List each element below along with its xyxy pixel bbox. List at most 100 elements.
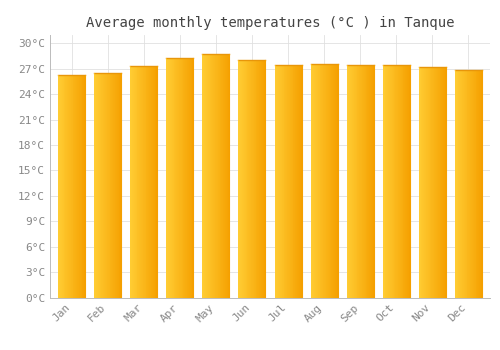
Bar	[213, 55, 214, 298]
Bar	[261, 61, 262, 298]
Bar	[77, 75, 78, 298]
Bar	[419, 67, 420, 298]
Bar	[468, 70, 469, 298]
Bar	[327, 64, 328, 298]
Bar	[424, 67, 425, 298]
Bar	[210, 55, 212, 298]
Bar	[332, 64, 333, 298]
Bar	[316, 64, 317, 298]
Bar	[333, 64, 334, 298]
Bar	[420, 67, 422, 298]
Bar	[215, 55, 216, 298]
Bar	[358, 65, 360, 298]
Bar	[135, 66, 136, 298]
Bar	[282, 65, 284, 298]
Bar	[456, 70, 458, 298]
Bar	[120, 73, 121, 298]
Bar	[185, 58, 186, 298]
Bar	[252, 61, 253, 298]
Bar	[148, 66, 149, 298]
Bar	[100, 73, 102, 298]
Bar	[115, 73, 116, 298]
Bar	[152, 66, 153, 298]
Bar	[371, 65, 372, 298]
Bar	[144, 66, 146, 298]
Bar	[241, 61, 242, 298]
Bar	[156, 66, 158, 298]
Title: Average monthly temperatures (°C ) in Tanque: Average monthly temperatures (°C ) in Ta…	[86, 16, 454, 30]
Bar	[373, 65, 374, 298]
Bar	[274, 65, 276, 298]
Bar	[264, 61, 266, 298]
Bar	[440, 67, 442, 298]
Bar	[202, 55, 203, 298]
Bar	[103, 73, 104, 298]
Bar	[62, 75, 64, 298]
Bar	[240, 61, 241, 298]
Bar	[84, 75, 85, 298]
Bar	[146, 66, 148, 298]
Bar	[443, 67, 444, 298]
Bar	[216, 55, 217, 298]
Bar	[262, 61, 263, 298]
Bar	[69, 75, 70, 298]
Bar	[106, 73, 107, 298]
Bar	[407, 65, 408, 298]
Bar	[394, 65, 396, 298]
Bar	[253, 61, 254, 298]
Bar	[79, 75, 80, 298]
Bar	[132, 66, 133, 298]
Bar	[430, 67, 432, 298]
Bar	[192, 58, 194, 298]
Bar	[458, 70, 460, 298]
Bar	[182, 58, 184, 298]
Bar	[397, 65, 398, 298]
Bar	[294, 65, 295, 298]
Bar	[460, 70, 461, 298]
Bar	[75, 75, 76, 298]
Bar	[187, 58, 188, 298]
Bar	[279, 65, 280, 298]
Bar	[464, 70, 465, 298]
Bar	[438, 67, 440, 298]
Bar	[238, 61, 240, 298]
Bar	[112, 73, 113, 298]
Bar	[151, 66, 152, 298]
Bar	[402, 65, 404, 298]
Bar	[251, 61, 252, 298]
Bar	[355, 65, 356, 298]
Bar	[326, 64, 327, 298]
Bar	[60, 75, 61, 298]
Bar	[80, 75, 82, 298]
Bar	[242, 61, 243, 298]
Bar	[110, 73, 112, 298]
Bar	[350, 65, 351, 298]
Bar	[256, 61, 258, 298]
Bar	[369, 65, 370, 298]
Bar	[437, 67, 438, 298]
Bar	[290, 65, 292, 298]
Bar	[473, 70, 474, 298]
Bar	[300, 65, 302, 298]
Bar	[113, 73, 114, 298]
Bar	[248, 61, 250, 298]
Bar	[408, 65, 409, 298]
Bar	[169, 58, 170, 298]
Bar	[223, 55, 224, 298]
Bar	[277, 65, 278, 298]
Bar	[116, 73, 117, 298]
Bar	[104, 73, 105, 298]
Bar	[428, 67, 430, 298]
Bar	[382, 65, 384, 298]
Bar	[328, 64, 330, 298]
Bar	[478, 70, 479, 298]
Bar	[130, 66, 131, 298]
Bar	[335, 64, 336, 298]
Bar	[66, 75, 67, 298]
Bar	[245, 61, 246, 298]
Bar	[98, 73, 100, 298]
Bar	[102, 73, 103, 298]
Bar	[479, 70, 480, 298]
Bar	[72, 75, 74, 298]
Bar	[422, 67, 424, 298]
